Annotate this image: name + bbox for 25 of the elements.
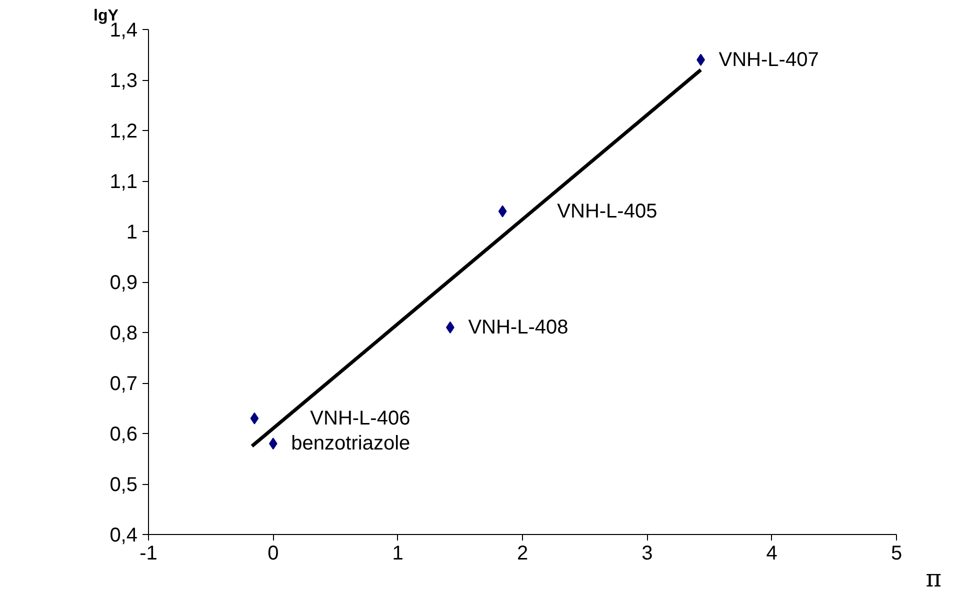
y-tick-label: 1,2 (110, 120, 138, 142)
x-tick-label: 1 (392, 542, 404, 564)
annotation: VNH-L-407 (718, 48, 819, 71)
y-tick-label: 1,3 (110, 70, 138, 92)
y-tick-label: 0,9 (110, 272, 138, 294)
annotation: VNH-L-405 (557, 200, 658, 222)
y-tick-label: 0,8 (110, 322, 138, 344)
y-tick-label: 0,5 (110, 474, 138, 496)
y-tick-label: 1 (126, 222, 138, 244)
x-axis-title: π (926, 564, 942, 592)
y-tick-label: 0,4 (110, 524, 138, 546)
x-tick-label: 4 (766, 542, 778, 564)
y-tick-label: 1,1 (110, 171, 138, 193)
y-tick-label: 0,7 (110, 373, 138, 395)
x-tick-label: 3 (642, 542, 653, 564)
x-tick-label: 0 (268, 542, 279, 564)
y-tick-label: 0,6 (110, 424, 138, 446)
x-tick-label: -1 (140, 542, 158, 564)
annotation: benzotriazole (291, 432, 410, 455)
point (250, 412, 259, 424)
x-tick-label: 2 (516, 542, 528, 564)
annotation: VNH-L-408 (468, 316, 568, 338)
x-tick-label: 5 (890, 542, 902, 564)
point (498, 205, 507, 218)
annotation: VNH-L-406 (310, 407, 410, 430)
